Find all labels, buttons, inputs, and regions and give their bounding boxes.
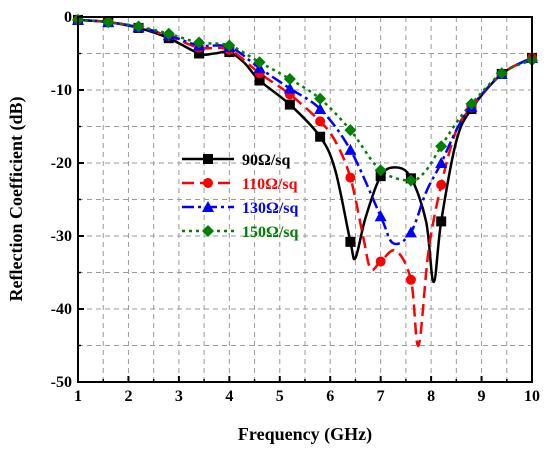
legend-marker-130sq [202,201,214,212]
grid-lines [78,17,532,382]
data-point-110sq [375,256,386,267]
x-tick-label: 3 [175,388,183,405]
data-point-150sq [465,97,478,110]
x-tick-label: 10 [524,388,540,405]
x-tick-label: 2 [124,388,132,405]
series-line-110sq [77,18,533,347]
legend-label-90sq: 90Ω/sq [242,152,290,169]
data-point-110sq [345,172,356,183]
legend-label-150sq: 150Ω/sq [242,224,298,241]
series-line-150sq [77,18,533,182]
data-point-150sq [314,92,327,105]
data-point-90sq [254,75,265,86]
data-point-110sq [405,274,416,285]
x-tick-label: 9 [478,388,486,405]
y-tick-label: -10 [51,82,72,99]
data-point-150sq [223,39,236,52]
x-tick-label: 8 [427,388,435,405]
data-point-150sq [495,67,508,80]
y-tick-label: -50 [51,374,72,391]
data-point-130sq [404,226,417,238]
data-point-150sq [193,36,206,49]
data-point-90sq [436,216,447,227]
x-axis-title: Frequency (GHz) [238,424,372,445]
data-point-90sq [345,236,356,247]
data-point-90sq [194,48,205,59]
data-point-90sq [284,99,295,110]
data-point-150sq [435,140,448,153]
y-tick-label: -30 [51,228,72,245]
legend-marker-90sq [203,154,213,164]
data-point-110sq [436,179,447,190]
data-point-90sq [315,131,326,142]
data-point-150sq [283,73,296,86]
data-point-130sq [435,157,448,168]
data-point-130sq [314,102,327,114]
x-tick-label: 6 [326,388,334,405]
data-point-150sq [162,27,175,40]
x-tick-label: 1 [74,388,82,405]
legend-marker-110sq [203,178,213,188]
y-tick-label: -20 [51,155,72,172]
data-point-130sq [374,210,387,222]
legend-label-130sq: 130Ω/sq [242,200,298,217]
data-point-130sq [344,143,357,155]
y-tick-label: -40 [51,301,72,318]
legend-label-110sq: 110Ω/sq [242,176,298,193]
legend-marker-150sq [202,225,214,237]
data-point-150sq [374,164,387,177]
data-point-150sq [102,16,115,29]
x-tick-label: 7 [377,388,385,405]
axis-ticks: 1 2 3 4 5 6 7 8 9 10 0 -10 -20 -30 -40 -50 [51,9,540,405]
legend: 90Ω/sq 110Ω/sq 130Ω/sq 150Ω/sq [182,152,298,241]
data-point-150sq [344,124,357,137]
data-point-110sq [315,116,326,127]
data-point-150sq [253,56,266,69]
y-tick-label: 0 [64,9,72,26]
x-tick-label: 4 [225,388,233,405]
data-point-130sq [283,82,296,94]
data-point-150sq [132,20,145,33]
y-axis-title: Reflection Coefficient (dB) [6,97,27,302]
data-point-150sq [404,174,417,187]
x-tick-label: 5 [276,388,284,405]
